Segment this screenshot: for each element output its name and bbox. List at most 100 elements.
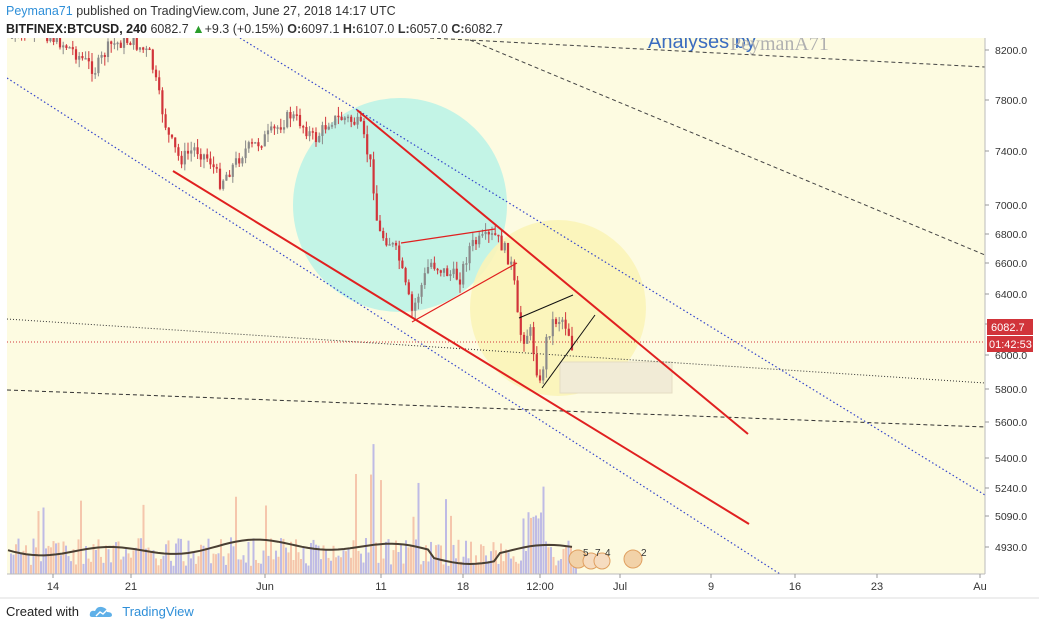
tradingview-brand-link[interactable]: TradingView (122, 604, 194, 619)
candle-body (487, 231, 490, 235)
candle-body (532, 327, 535, 355)
candle-body (481, 234, 484, 236)
volume-bar (470, 541, 472, 574)
flag-upper-line[interactable] (400, 228, 496, 244)
volume-bar (237, 559, 240, 574)
price-tick-label: 6400.0 (995, 289, 1027, 301)
volume-bar (395, 540, 397, 574)
volume-bar (37, 511, 40, 574)
flag-lower-line[interactable] (411, 262, 518, 323)
low-label: L: (397, 22, 410, 36)
resistance-dashed-diag (469, 39, 985, 256)
price-tick-label: 8200.0 (995, 45, 1027, 57)
candle-body (324, 125, 327, 130)
volume-bar (225, 564, 227, 574)
volume-bar (240, 559, 242, 574)
candle-body (202, 154, 206, 160)
volume-bar (95, 549, 97, 574)
volume-bar (30, 564, 32, 574)
volume-bar (40, 561, 42, 574)
volume-bar (320, 559, 322, 574)
candle-body (305, 127, 308, 137)
volume-bar (235, 496, 237, 574)
volume-bar (85, 546, 87, 574)
volume-bar (222, 556, 225, 574)
candle-body (241, 158, 244, 164)
candle-body (426, 267, 430, 274)
event-flags[interactable]: 5 7 4 2 (568, 548, 647, 570)
volume-bar (457, 539, 460, 574)
volume-bar (252, 538, 255, 574)
price-tick-label: 5600.0 (995, 417, 1027, 429)
volume-bar (515, 561, 517, 574)
candle-body (474, 239, 478, 245)
channel-upper-line[interactable] (356, 109, 749, 435)
volume-bar (180, 538, 182, 574)
volume-bar (397, 552, 400, 574)
wedge-lower-line[interactable] (541, 314, 596, 389)
volume-bar (167, 540, 170, 574)
candle-body (542, 369, 545, 381)
volume-bar (175, 543, 177, 574)
volume-bar (120, 559, 122, 574)
candle-body (196, 147, 199, 155)
close-value: 6082.7 (464, 22, 503, 36)
volume-bar (245, 562, 247, 574)
price-axis[interactable] (985, 38, 1039, 574)
author-name[interactable]: Peymana71 (6, 4, 73, 18)
candle-body (497, 234, 500, 237)
volume-bar (327, 557, 330, 574)
candle-body (78, 56, 81, 60)
volume-bar (17, 538, 20, 574)
candle-body (516, 280, 519, 313)
volume-bar (382, 558, 385, 574)
volume-bar (242, 555, 245, 574)
candle-body (362, 121, 366, 135)
volume-bar (410, 545, 412, 574)
volume-bar (310, 542, 312, 574)
candle-body (254, 142, 257, 144)
volume-bar (495, 550, 497, 574)
time-axis[interactable] (7, 574, 985, 596)
candle-body (250, 142, 254, 144)
candle-body (37, 25, 39, 27)
volume-bar (542, 486, 545, 574)
volume-bar (140, 538, 142, 574)
candle-body (122, 38, 126, 48)
candle-body (510, 261, 513, 265)
candle-body (356, 116, 359, 125)
volume-bar (272, 559, 275, 574)
wedge-upper-line[interactable] (518, 294, 574, 319)
candles (10, 25, 574, 384)
volume-bar (190, 558, 192, 574)
candle-body (74, 49, 78, 60)
volume-bar (177, 538, 180, 574)
channel-lower-line[interactable] (172, 170, 750, 525)
volume-bar (390, 564, 392, 574)
volume-bar (420, 564, 422, 574)
time-tick-label: 16 (789, 581, 801, 593)
open-label: O: (287, 22, 302, 36)
time-tick-label: Jul (613, 581, 627, 593)
candle-body (519, 312, 522, 335)
volume-bar (260, 563, 262, 574)
candle-body (346, 116, 350, 119)
volume-bar (560, 559, 562, 574)
candle-body (212, 164, 215, 168)
candle-body (263, 134, 266, 147)
price-tick-label: 6800.0 (995, 229, 1027, 241)
candle-body (449, 274, 452, 277)
volume-bar (487, 561, 490, 574)
volume-bar (62, 541, 65, 574)
volume-bar (295, 539, 297, 574)
candle-body (27, 29, 29, 36)
volume-bar (267, 555, 270, 574)
candle-body (292, 114, 295, 119)
candle-body (314, 132, 318, 143)
volume-bar (35, 547, 37, 574)
volume-bar (152, 550, 155, 574)
volume-bar (227, 553, 230, 574)
candle-body (279, 127, 282, 130)
volume-bar (312, 539, 315, 574)
